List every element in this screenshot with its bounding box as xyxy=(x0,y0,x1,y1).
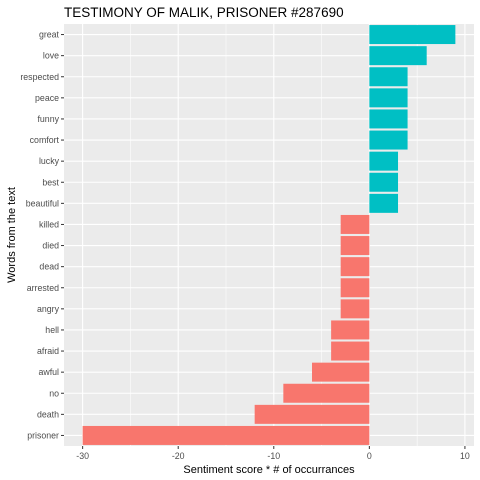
bar-afraid xyxy=(331,341,370,361)
bar-love xyxy=(369,46,427,66)
minor-gridlines xyxy=(130,24,418,446)
y-tick-label: love xyxy=(43,51,59,61)
y-tick-label: funny xyxy=(37,114,59,124)
plot-panel xyxy=(64,24,474,446)
bar-hell xyxy=(331,320,370,340)
bar-prisoner xyxy=(82,425,370,445)
y-tick-label: great xyxy=(39,30,60,40)
x-tick-label: -20 xyxy=(172,451,185,461)
y-tick-label: dead xyxy=(39,262,59,272)
bar-killed xyxy=(340,214,370,234)
x-tick-label: -30 xyxy=(76,451,89,461)
y-tick-label: peace xyxy=(35,93,59,103)
bar-respected xyxy=(369,67,408,87)
chart-title: TESTIMONY OF MALIK, PRISONER #287690 xyxy=(64,5,344,20)
y-tick-label: angry xyxy=(37,304,60,314)
y-tick-label: respected xyxy=(20,72,59,82)
y-tick-label: died xyxy=(42,241,59,251)
bar-dead xyxy=(340,257,370,277)
y-tick-label: lucky xyxy=(39,156,60,166)
y-tick-label: afraid xyxy=(37,346,59,356)
x-tick-label: 0 xyxy=(367,451,372,461)
bar-no xyxy=(283,383,370,403)
y-tick-labels: great love respected peace funny comfort lucky… xyxy=(20,30,64,440)
y-tick-label: best xyxy=(42,177,59,187)
bar-peace xyxy=(369,88,408,108)
y-tick-label: no xyxy=(49,388,59,398)
bar-comfort xyxy=(369,130,408,150)
y-tick-label: killed xyxy=(39,219,59,229)
bars xyxy=(82,25,456,445)
y-tick-label: prisoner xyxy=(27,430,59,440)
bar-arrested xyxy=(340,278,370,298)
bar-lucky xyxy=(369,151,399,171)
bar-died xyxy=(340,236,370,256)
bar-awful xyxy=(312,362,370,382)
bar-death xyxy=(254,404,370,424)
bar-great xyxy=(369,25,456,45)
x-tick-label: 10 xyxy=(460,451,470,461)
x-tick-labels: -30 -20 -10 0 10 xyxy=(76,446,470,461)
bar-beautiful xyxy=(369,193,399,213)
y-tick-label: beautiful xyxy=(26,198,59,208)
y-axis-label: Words from the text xyxy=(6,187,18,283)
y-tick-label: comfort xyxy=(30,135,60,145)
bar-funny xyxy=(369,109,408,129)
y-tick-label: hell xyxy=(45,325,59,335)
x-tick-label: -10 xyxy=(267,451,280,461)
x-axis-label: Sentiment score * # of occurrances xyxy=(183,464,355,476)
bar-best xyxy=(369,172,399,192)
y-tick-label: awful xyxy=(38,367,59,377)
y-tick-label: arrested xyxy=(27,283,59,293)
y-tick-label: death xyxy=(37,409,59,419)
bar-angry xyxy=(340,299,370,319)
